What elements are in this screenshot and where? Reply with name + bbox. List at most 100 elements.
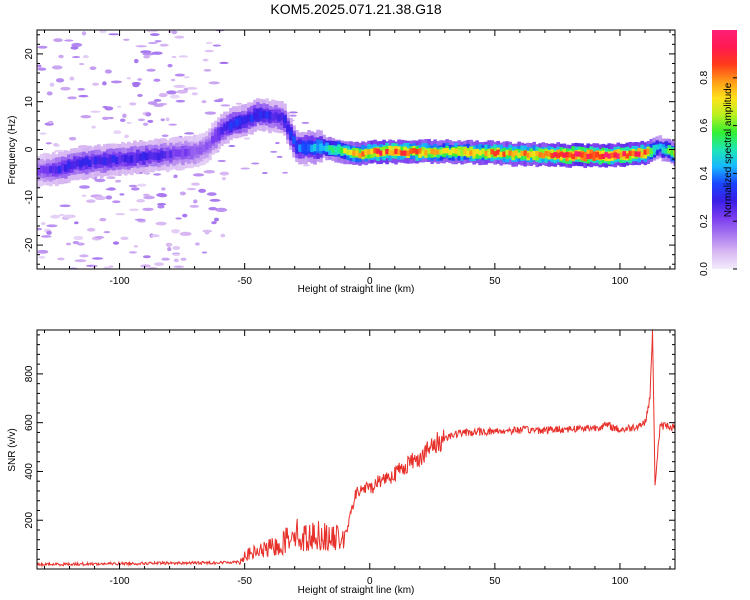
noise-speckle [92,82,100,86]
noise-speckle [151,51,163,55]
spectrogram-y-tick-label: 20 [24,48,35,60]
ridge-cell [58,165,62,174]
ridge-cell [568,152,573,158]
noise-speckle [59,204,71,208]
ridge-cell [604,152,609,158]
ridge-cell [292,136,296,144]
snr-x-axis-label: Height of straight line (km) [298,585,415,596]
ridge-cell [406,150,410,156]
noise-speckle [205,41,213,44]
ridge-cell [454,148,458,154]
noise-speckle [81,194,87,197]
ridge-cell [97,156,101,164]
ridge-cell [595,152,600,158]
noise-speckle [171,30,177,35]
ridge-cell [631,150,636,157]
ridge-cell [433,149,437,155]
ridge-cell [415,149,419,155]
ridge-cell [46,166,50,175]
noise-speckle [60,86,71,91]
noise-speckle [108,265,114,268]
ridge-cell [571,153,576,160]
noise-speckle [128,184,138,188]
ridge-cell [394,148,398,155]
ridge-cell [448,149,452,156]
ridge-cell [613,152,618,158]
ridge-cell [658,143,663,149]
ridge-cell [88,159,92,167]
ridge-cell [343,148,347,154]
ridge-cell [295,142,299,150]
ridge-cell [520,150,524,157]
noise-speckle [213,99,224,103]
ridge-cell [517,152,521,158]
ridge-cell [67,161,71,169]
snr-y-tick-label: 600 [24,414,35,431]
ridge-cell [388,150,392,156]
ridge-cell [397,149,401,155]
colorbar-tick-label: 0.6 [699,118,710,132]
ridge-cell [505,150,509,156]
ridge-cell [268,112,272,120]
colorbar-label: Normalized spectral amplitude [723,82,734,217]
noise-speckle [136,183,147,187]
noise-speckle [74,221,79,225]
ridge-cell [610,152,615,158]
noise-speckle [228,145,236,148]
noise-speckle [134,218,146,221]
ridge-cell [541,152,545,159]
noise-speckle [86,199,96,203]
ridge-cell [529,151,533,157]
ridge-cell [385,148,389,155]
snr-y-tick-label: 400 [24,463,35,480]
noise-speckle [102,116,110,120]
noise-speckle [251,162,260,165]
ridge-cell [214,134,218,142]
noise-speckle [302,164,311,167]
ridge-cell [226,122,230,130]
ridge-cell [316,144,320,152]
noise-speckle [53,149,66,153]
noise-speckle [99,217,107,222]
noise-speckle [137,93,143,98]
noise-speckle [143,193,150,197]
noise-speckle [136,199,146,203]
ridge-cell [475,148,479,155]
noise-speckle [147,41,158,45]
noise-speckle [195,242,200,246]
ridge-cell [616,153,621,159]
ridge-cell [127,156,131,164]
noise-speckle [53,143,59,146]
noise-speckle [219,61,229,65]
noise-speckle [71,56,81,59]
noise-speckle [74,259,87,263]
snr-x-tick-label: 50 [489,576,501,587]
noise-speckle [173,174,178,179]
ridge-cell [598,154,603,160]
noise-speckle [145,112,152,117]
noise-speckle [201,100,207,104]
noise-speckle [39,132,47,135]
noise-speckle [66,242,72,246]
ridge-cell [583,154,588,160]
snr-y-axis-label: SNR (v/v) [7,428,18,471]
noise-speckle [48,120,54,124]
noise-speckle [169,94,180,99]
noise-speckle [154,40,162,43]
noise-speckle [105,195,113,200]
noise-speckle [104,69,112,74]
noise-speckle [123,38,130,41]
ridge-cell [667,148,672,154]
ridge-cell [79,160,83,168]
noise-speckle [178,135,183,139]
noise-speckle [209,198,221,202]
ridge-cell [247,114,251,122]
noise-speckle [208,81,220,85]
spectrogram-y-tick-label: 0 [24,146,35,152]
colorbar-tick-label: 0.0 [699,262,710,276]
noise-speckle [122,113,127,118]
ridge-cell [622,151,627,157]
noise-speckle [59,213,64,216]
noise-speckle [186,187,197,191]
spectrogram-x-tick-label: 0 [367,276,373,287]
